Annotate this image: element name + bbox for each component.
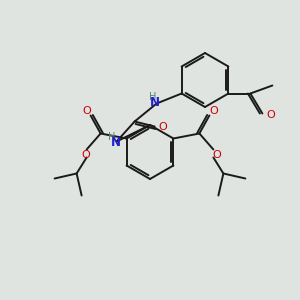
- Text: O: O: [82, 106, 91, 116]
- Text: O: O: [209, 106, 218, 116]
- Text: H: H: [108, 131, 115, 142]
- Text: N: N: [150, 96, 160, 109]
- Text: O: O: [266, 110, 275, 121]
- Text: N: N: [111, 136, 121, 149]
- Text: H: H: [149, 92, 156, 101]
- Text: O: O: [159, 122, 167, 131]
- Text: O: O: [81, 149, 90, 160]
- Text: O: O: [212, 149, 221, 160]
